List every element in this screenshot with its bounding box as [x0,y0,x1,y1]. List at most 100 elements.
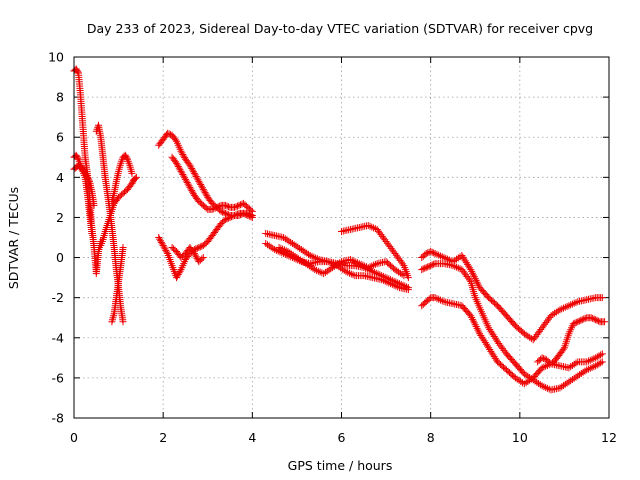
data-point [223,215,231,223]
data-point [438,297,446,305]
data-point [175,269,183,277]
data-point [520,380,528,388]
data-point [198,184,206,192]
series-satellite-arc-n [275,244,408,280]
data-point [326,258,334,266]
data-point [198,255,206,263]
data-point [222,201,230,209]
data-point [474,326,482,334]
series-satellite-arc-k [168,244,207,266]
data-point [298,257,306,265]
data-point [173,161,181,169]
data-point [350,257,358,265]
data-point [462,259,470,267]
data-point [342,268,350,276]
data-point [520,330,528,338]
data-point [364,221,372,229]
data-point [472,323,480,331]
data-point [465,262,473,270]
data-point [536,381,544,389]
data-point [159,242,167,250]
data-point [481,339,489,347]
data-point [359,261,367,269]
data-point [192,173,200,181]
data-point [348,256,356,264]
data-point [482,340,490,348]
data-point [368,262,376,270]
data-point [598,294,606,302]
data-point [188,187,196,195]
data-point [572,318,580,326]
grid-layer [74,57,609,418]
data-point [578,316,586,324]
data-point [542,362,550,370]
data-point [526,333,534,341]
x-tick-label: 4 [248,430,256,445]
series-satellite-arc-i [168,153,256,215]
data-point [313,266,321,274]
data-point [454,254,462,262]
data-point [540,383,548,391]
data-point [295,255,303,263]
data-point [567,363,575,371]
data-point [581,367,589,375]
data-point [175,164,183,172]
data-point [323,267,331,275]
data-point [458,252,466,260]
data-point [294,243,302,251]
data-point [280,246,288,254]
data-point [160,243,168,251]
data-point [248,211,256,219]
data-point [590,315,598,323]
data-point [571,319,579,327]
data-point [187,185,195,193]
data-point [325,266,333,274]
data-point [533,378,541,386]
data-point [338,265,346,273]
data-point [580,315,588,323]
data-point [394,283,402,291]
data-point [425,295,433,303]
data-point [513,375,521,383]
data-point [289,251,297,259]
data-point [179,171,187,179]
data-point [370,224,378,232]
data-point [344,268,352,276]
data-point [226,213,234,221]
data-point [188,165,196,173]
data-point [538,364,546,372]
data-point [592,316,600,324]
data-point [196,243,204,251]
data-point [540,355,548,363]
data-point [522,331,530,339]
data-point [279,245,287,253]
data-point [174,163,182,171]
data-point [475,328,483,336]
x-tick-label: 12 [601,430,617,445]
data-point [575,317,583,325]
chart-title: Day 233 of 2023, Sidereal Day-to-day VTE… [87,21,593,36]
data-point [431,250,439,258]
data-point [288,250,296,258]
data-point [574,318,582,326]
data-point [531,377,539,385]
data-point [404,286,412,294]
data-point [198,182,206,190]
data-point [570,299,578,307]
data-point [538,354,546,362]
data-point [485,344,493,352]
data-point [453,263,461,271]
data-point [561,380,569,388]
data-point [369,268,377,276]
data-point [568,375,576,383]
data-point [581,314,589,322]
data-point [547,312,555,320]
data-point [189,188,197,196]
data-point [466,264,474,272]
data-point [469,269,477,277]
data-point [471,275,479,283]
data-point [561,303,569,311]
data-point [597,359,605,367]
data-point [469,271,477,279]
x-tick-label: 8 [427,430,435,445]
